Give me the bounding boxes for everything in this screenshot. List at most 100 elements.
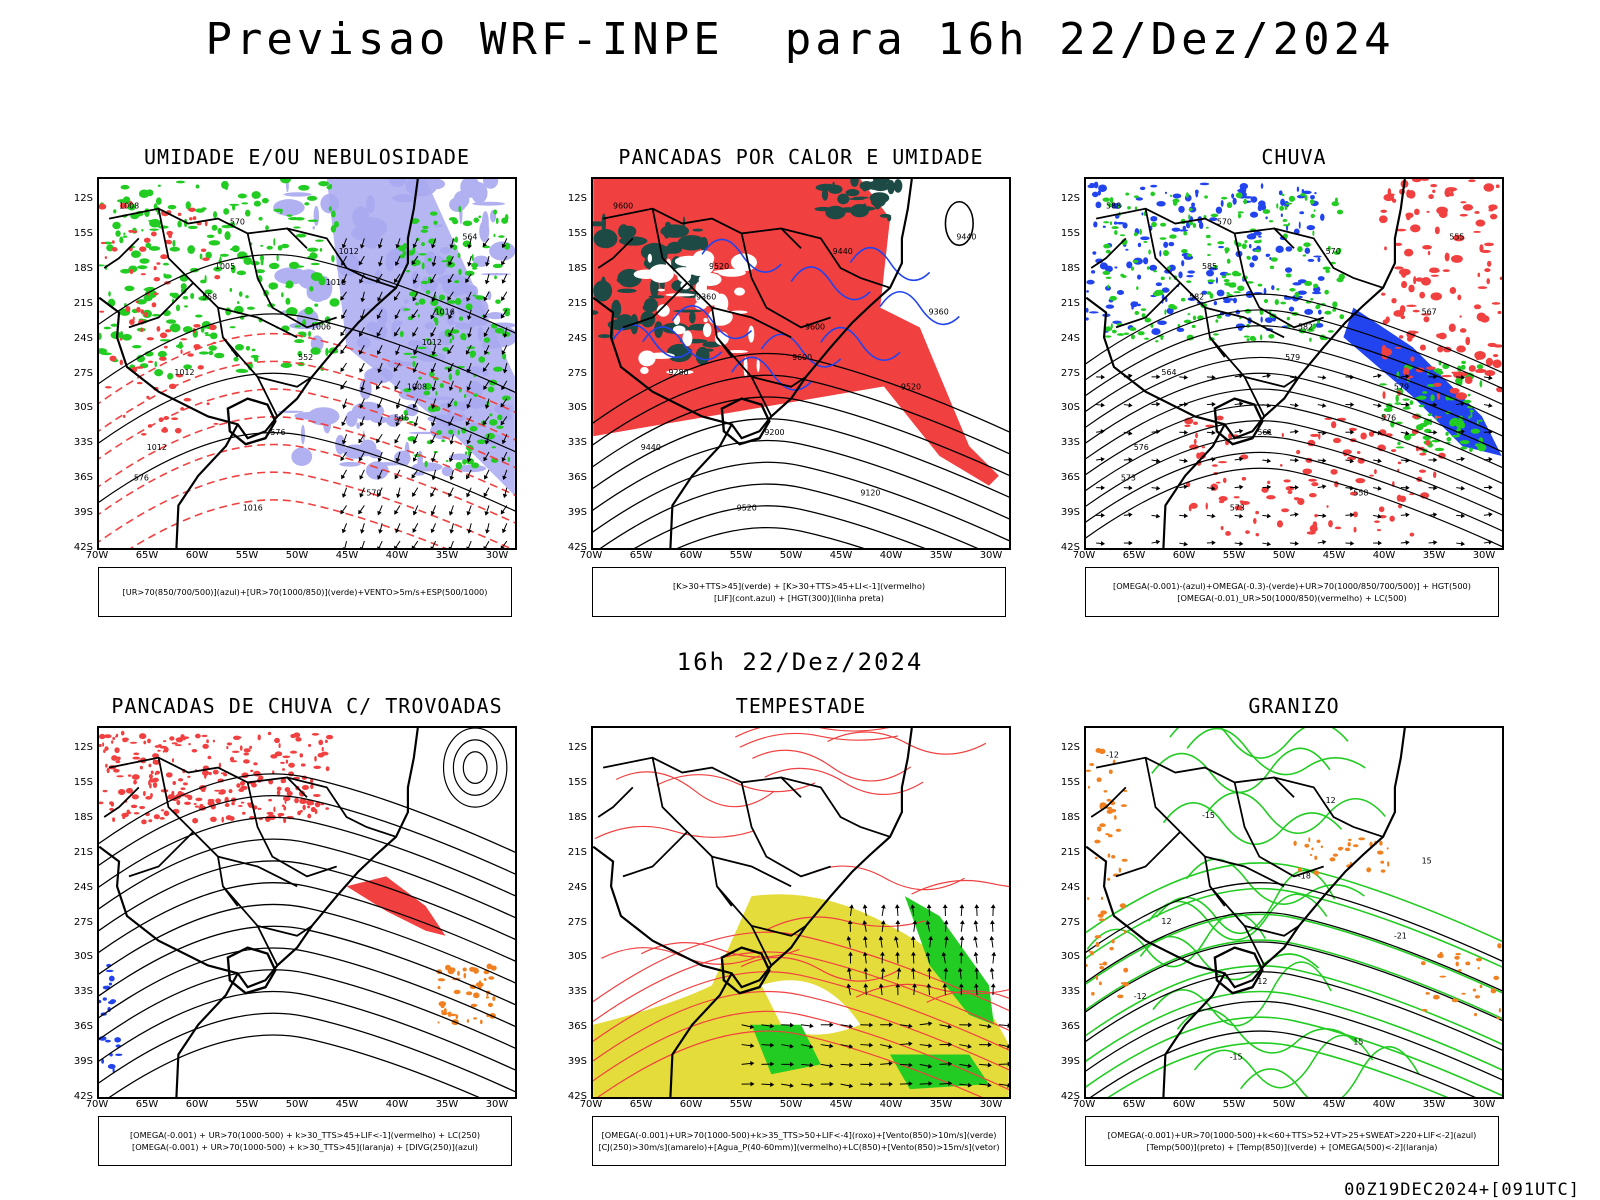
mid-title: 16h 22/Dez/2024 [676, 648, 924, 676]
contour-label: 546 [394, 413, 409, 422]
lat-tick-label: 36S [1060, 472, 1080, 484]
lat-tick-label: 33S [567, 437, 587, 449]
map-panel [591, 726, 1011, 1099]
lat-tick-label: 18S [73, 811, 93, 823]
lon-tick-label: 50W [1272, 1099, 1296, 1110]
lon-tick-label: 30W [485, 1099, 509, 1110]
contour-label: 1005 [215, 262, 235, 271]
lat-tick-label: 12S [73, 193, 93, 204]
lat-tick-label: 30S [73, 402, 93, 414]
lon-tick-label: 50W [1272, 550, 1296, 561]
lon-tick-label: 55W [729, 1099, 753, 1110]
contour-label: 579 [1285, 353, 1300, 362]
contour-label: 582 [1298, 322, 1313, 331]
contour-label: 12 [1161, 917, 1171, 926]
lat-tick-label: 24S [567, 332, 587, 344]
lat-tick-label: 30S [73, 951, 93, 963]
lat-tick-label: 15S [567, 227, 587, 239]
contour-label: 9600 [613, 202, 633, 211]
lat-tick-label: 42S [567, 542, 587, 553]
contour-label: 564 [462, 232, 477, 241]
lat-tick-label: 39S [567, 507, 587, 519]
contour-label: 15 [1422, 857, 1432, 866]
legend-line: [OMEGA(-0.01)_UR>50(1000/850)(vermelho) … [1177, 593, 1407, 603]
lon-tick-label: 60W [185, 550, 209, 561]
lat-tick-label: 42S [567, 1091, 587, 1102]
lat-tick-label: 27S [73, 916, 93, 928]
contour-label: 1006 [311, 322, 331, 331]
lon-tick-label: 35W [1422, 550, 1446, 561]
map-canvas: 1008 1005 1006 1008 1012 1016 1012 1016 1012 576 5… [99, 179, 515, 548]
contour-label: 9520 [709, 262, 729, 271]
lat-tick-label: 39S [567, 1056, 587, 1068]
contour-label: 573 [1230, 503, 1245, 512]
lon-tick-label: 55W [235, 550, 259, 561]
lat-tick-label: 12S [73, 742, 93, 753]
lat-tick-label: 36S [567, 472, 587, 484]
lat-tick-label: 18S [567, 811, 587, 823]
lat-tick-label: 12S [567, 742, 587, 753]
contour-label: 570 [366, 489, 381, 498]
legend-line: [OMEGA(-0.001)+UR>70(1000-500)+k<60+TTS>… [1107, 1130, 1477, 1140]
lon-tick-label: 60W [1172, 1099, 1196, 1110]
lon-tick-label: 55W [235, 1099, 259, 1110]
lat-tick-label: 33S [1060, 437, 1080, 449]
contour-label: 582 [1189, 293, 1204, 302]
contour-label: 1016 [326, 278, 346, 287]
lat-tick-label: 36S [73, 1021, 93, 1033]
lat-tick-label: 36S [73, 472, 93, 484]
contour-label: 12 [1326, 796, 1336, 805]
lat-tick-label: 21S [567, 846, 587, 858]
map-panel [97, 726, 517, 1099]
lat-tick-label: 27S [567, 367, 587, 379]
contour-label: 576 [1381, 413, 1396, 422]
lat-tick-label: 30S [567, 402, 587, 414]
lat-tick-label: 33S [567, 986, 587, 998]
lon-tick-label: 65W [135, 550, 159, 561]
contour-label: 564 [1161, 368, 1176, 377]
panel-legend: [OMEGA(-0.001)+UR>70(1000-500)+k>35_TTS>… [592, 1116, 1006, 1166]
lat-tick-label: 12S [1060, 742, 1080, 753]
map-panel: 1008 1005 1006 1008 1012 1016 1012 1016 1012 576 5… [97, 177, 517, 550]
contour-label: 9440 [956, 232, 976, 241]
lon-tick-label: 35W [929, 550, 953, 561]
legend-line: [OMEGA(-0.001) + UR>70(1000-500) + k>30_… [129, 1130, 481, 1140]
lat-tick-label: 33S [73, 437, 93, 449]
lat-tick-label: 18S [1060, 262, 1080, 274]
contour-label: 558 [1353, 489, 1368, 498]
lat-tick-label: 39S [1060, 507, 1080, 519]
contour-label: 9360 [696, 293, 716, 302]
contour-label: -12 [1134, 992, 1147, 1001]
contour-label: 1012 [422, 338, 442, 347]
lat-tick-label: 39S [1060, 1056, 1080, 1068]
panel-title: PANCADAS POR CALOR E UMIDADE [618, 145, 984, 169]
lat-tick-label: 15S [1060, 776, 1080, 788]
panel-legend: [K>30+TTS>45](verde) + [K>30+TTS>45+LI<-… [592, 567, 1006, 617]
lat-tick-label: 15S [567, 776, 587, 788]
contour-label: 1012 [174, 368, 194, 377]
lat-tick-label: 24S [1060, 332, 1080, 344]
lon-tick-label: 60W [679, 1099, 703, 1110]
lon-tick-label: 65W [135, 1099, 159, 1110]
lon-tick-label: 70W [85, 1099, 109, 1110]
contour-label: -15 [1230, 1052, 1243, 1061]
lat-tick-label: 24S [567, 881, 587, 893]
lon-tick-label: 70W [85, 550, 109, 561]
lon-tick-label: 70W [1072, 1099, 1096, 1110]
lon-tick-label: 45W [1322, 550, 1346, 561]
contour-label: 9520 [737, 503, 757, 512]
lon-tick-label: 35W [435, 550, 459, 561]
lat-tick-label: 33S [73, 986, 93, 998]
contour-label: 12 [1257, 977, 1267, 986]
lat-tick-label: 24S [1060, 881, 1080, 893]
lon-tick-label: 40W [385, 550, 409, 561]
lon-tick-label: 65W [629, 1099, 653, 1110]
contour-label: 1012 [339, 247, 359, 256]
legend-line: [OMEGA(-0.001)-(azul)+OMEGA(-0.3)-(verde… [1113, 581, 1471, 591]
lat-tick-label: 12S [1060, 193, 1080, 204]
lon-tick-label: 40W [1372, 550, 1396, 561]
lat-tick-label: 42S [73, 1091, 93, 1102]
lon-tick-label: 55W [1222, 550, 1246, 561]
contour-label: 558 [202, 293, 217, 302]
contour-label: 9440 [641, 443, 661, 452]
